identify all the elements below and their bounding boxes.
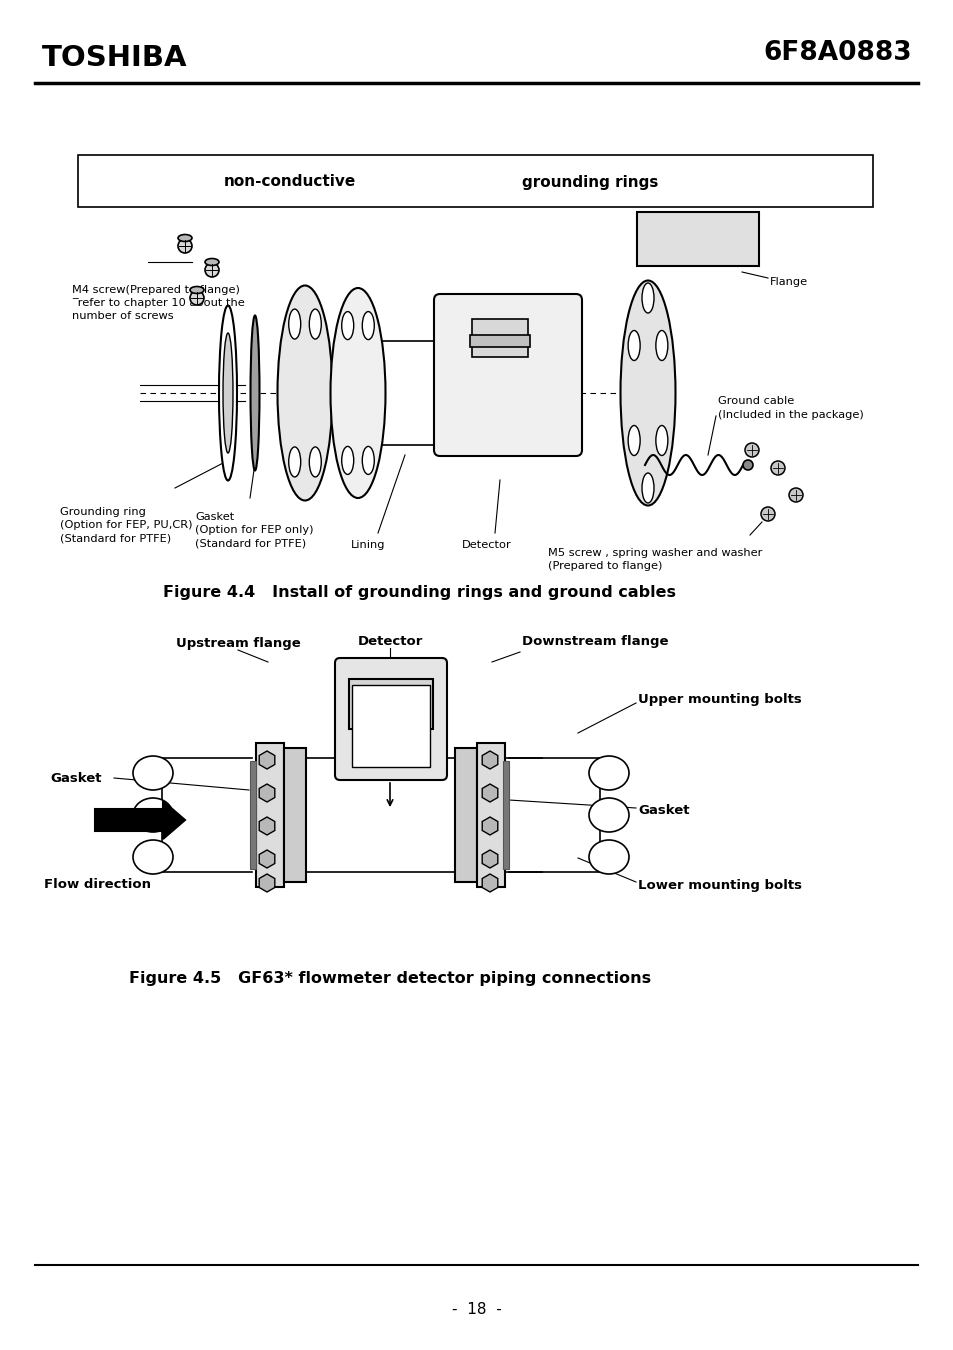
- Ellipse shape: [219, 305, 236, 481]
- FancyBboxPatch shape: [352, 684, 430, 767]
- Text: TOSHIBA: TOSHIBA: [42, 45, 188, 72]
- Text: Gasket: Gasket: [638, 803, 689, 817]
- Circle shape: [760, 508, 774, 521]
- Bar: [250, 761, 255, 869]
- Ellipse shape: [655, 425, 667, 455]
- Ellipse shape: [655, 331, 667, 360]
- Ellipse shape: [641, 284, 654, 313]
- Bar: [78, 155, 872, 207]
- Ellipse shape: [362, 312, 374, 340]
- Ellipse shape: [289, 309, 300, 339]
- Ellipse shape: [588, 840, 628, 873]
- Ellipse shape: [330, 288, 385, 498]
- Circle shape: [742, 460, 752, 470]
- Ellipse shape: [132, 840, 172, 873]
- Text: M4 screw(Prepared to flange)
‾refer to chapter 10 about the
number of screws: M4 screw(Prepared to flange) ‾refer to c…: [71, 285, 245, 321]
- FancyBboxPatch shape: [434, 294, 581, 456]
- Text: Upper mounting bolts: Upper mounting bolts: [638, 694, 801, 706]
- Ellipse shape: [223, 333, 233, 454]
- Ellipse shape: [277, 285, 333, 501]
- Text: non-conductive: non-conductive: [224, 174, 355, 189]
- Ellipse shape: [309, 309, 321, 339]
- Circle shape: [770, 460, 784, 475]
- Ellipse shape: [341, 312, 354, 340]
- Bar: [455, 748, 476, 882]
- Ellipse shape: [619, 281, 675, 505]
- Text: -  18  -: - 18 -: [452, 1303, 501, 1318]
- Text: Figure 4.5   GF63* flowmeter detector piping connections: Figure 4.5 GF63* flowmeter detector pipi…: [129, 971, 650, 986]
- Ellipse shape: [190, 292, 204, 305]
- FancyBboxPatch shape: [349, 679, 433, 729]
- Text: Gasket
(Option for FEP only)
(Standard for PTFE): Gasket (Option for FEP only) (Standard f…: [194, 512, 314, 548]
- Text: 6F8A0883: 6F8A0883: [762, 40, 911, 66]
- Bar: [502, 761, 509, 869]
- Text: M5 screw , spring washer and washer
(Prepared to flange): M5 screw , spring washer and washer (Pre…: [547, 548, 761, 571]
- Ellipse shape: [251, 316, 259, 471]
- Text: Detector: Detector: [461, 540, 512, 549]
- Ellipse shape: [132, 756, 172, 790]
- Bar: [476, 743, 504, 887]
- Text: Lower mounting bolts: Lower mounting bolts: [638, 879, 801, 891]
- Ellipse shape: [205, 263, 219, 277]
- Ellipse shape: [132, 798, 172, 832]
- FancyArrow shape: [95, 801, 185, 838]
- Ellipse shape: [362, 447, 374, 474]
- Circle shape: [744, 443, 759, 458]
- Ellipse shape: [627, 425, 639, 455]
- Bar: [357, 342, 490, 446]
- Text: Upstream flange: Upstream flange: [175, 637, 300, 649]
- Ellipse shape: [341, 447, 354, 474]
- Bar: [470, 335, 530, 347]
- Text: Ground cable
(Included in the package): Ground cable (Included in the package): [718, 397, 862, 420]
- FancyBboxPatch shape: [637, 212, 759, 266]
- Text: grounding rings: grounding rings: [521, 174, 658, 189]
- Bar: [284, 748, 306, 882]
- FancyBboxPatch shape: [335, 657, 447, 780]
- Bar: [472, 319, 527, 356]
- Ellipse shape: [588, 756, 628, 790]
- Ellipse shape: [478, 342, 500, 446]
- Text: Lining: Lining: [351, 540, 385, 549]
- Text: Figure 4.4   Install of grounding rings and ground cables: Figure 4.4 Install of grounding rings an…: [163, 585, 676, 599]
- Ellipse shape: [627, 331, 639, 360]
- Text: Flange: Flange: [769, 277, 807, 288]
- Ellipse shape: [178, 235, 192, 242]
- Text: Grounding ring
(Option for FEP, PU,CR)
(Standard for PTFE): Grounding ring (Option for FEP, PU,CR) (…: [60, 508, 193, 544]
- Text: Detector: Detector: [357, 634, 422, 648]
- Ellipse shape: [190, 286, 204, 293]
- Text: Downstream flange: Downstream flange: [521, 634, 668, 648]
- Ellipse shape: [178, 239, 192, 252]
- Ellipse shape: [641, 472, 654, 504]
- Ellipse shape: [289, 447, 300, 477]
- Bar: [255, 743, 284, 887]
- Text: Gasket: Gasket: [51, 771, 102, 784]
- Text: Flow direction: Flow direction: [45, 879, 152, 891]
- Ellipse shape: [309, 447, 321, 477]
- Circle shape: [788, 487, 802, 502]
- Ellipse shape: [205, 258, 219, 266]
- Ellipse shape: [588, 798, 628, 832]
